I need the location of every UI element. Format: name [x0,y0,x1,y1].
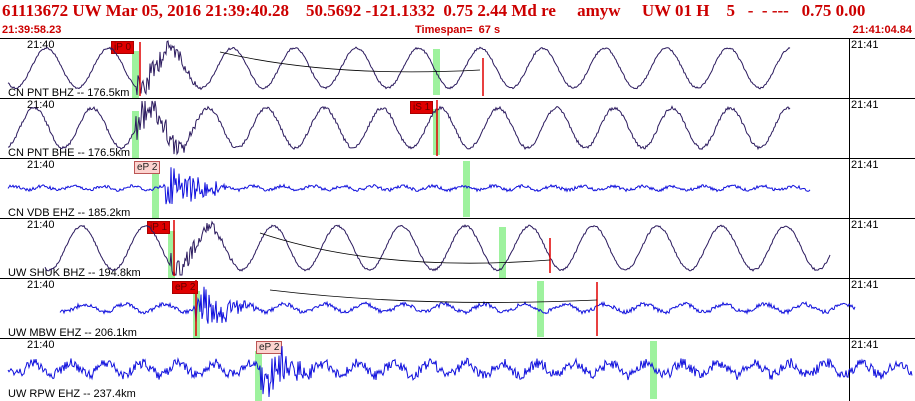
coda-curve [269,289,598,303]
phase-marker [463,161,470,217]
phase-pick-label[interactable]: eP 2 [172,281,199,294]
panel-time-left: 21:40 [27,279,55,291]
waveform-trace [44,220,831,276]
waveform-trace [7,346,913,398]
panel-time-left: 21:40 [27,339,55,351]
phase-pick-label[interactable]: iP 1 [147,221,171,234]
phase-marker [537,281,544,337]
station-label: CN VDB EHZ -- 185.2km [8,207,131,219]
end-time: 21:41:04.84 [852,24,912,36]
coda-curve [219,51,481,73]
start-time: 21:39:58.23 [2,24,62,36]
station-label: UW RPW EHZ -- 237.4km [8,388,136,400]
waveform-trace [7,40,791,96]
station-label: CN PNT BHZ -- 176.5km [8,87,130,99]
event-title: 61113672 UW Mar 05, 2016 21:39:40.28 50.… [2,1,866,20]
waveform-trace [7,167,811,205]
right-time-line [849,219,850,279]
panel-time-left: 21:40 [27,219,55,231]
seismogram-plot[interactable]: 21:40 21:41 iP 0 CN PNT BHZ -- 176.5km 2… [0,38,915,401]
right-time-line [849,39,850,99]
phase-marker [132,51,139,99]
timespan-label: Timespan= 67 s [415,24,501,36]
right-time-line [849,279,850,339]
phase-marker [132,111,139,159]
phase-pick-label[interactable]: iS 1 [410,101,434,114]
waveform-layer [7,40,913,398]
waveform-trace [7,100,791,156]
station-label: CN PNT BHE -- 176.5km [8,147,131,159]
station-label: UW SHUK BHZ -- 194.8km [8,267,141,279]
waveform-trace [59,286,856,324]
station-label: UW MBW EHZ -- 206.1km [8,327,137,339]
right-time-line [849,159,850,219]
panel-time-right: 21:41 [851,159,879,171]
coda-curve [259,232,551,264]
panel-time-right: 21:41 [851,39,879,51]
phase-marker [650,341,657,399]
panel-time-right: 21:41 [851,219,879,231]
phase-marker [499,227,506,279]
panel-time-right: 21:41 [851,339,879,351]
phase-pick-label[interactable]: eP 2 [134,161,161,174]
phase-marker [152,171,159,219]
panel-time-left: 21:40 [27,159,55,171]
panel-time-right: 21:41 [851,99,879,111]
trace-panel[interactable]: 21:40 21:41 eP 2 UW RPW EHZ -- 237.4km [0,338,915,401]
phase-pick-label[interactable]: iP 0 [111,41,135,54]
trace-panel[interactable]: 21:40 21:41 eP 2 CN VDB EHZ -- 185.2km [0,158,915,219]
event-header: 61113672 UW Mar 05, 2016 21:39:40.28 50.… [0,0,915,38]
panel-time-right: 21:41 [851,279,879,291]
phase-marker [255,351,262,401]
right-time-line [849,99,850,159]
